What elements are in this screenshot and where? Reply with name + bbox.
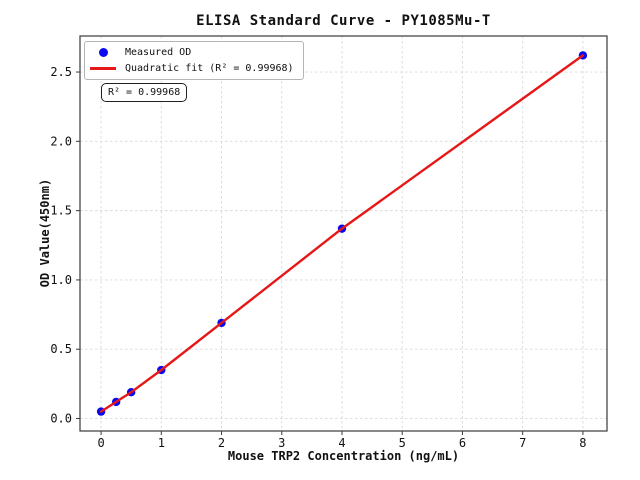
x-tick-label: 5 (399, 436, 406, 450)
x-tick-label: 2 (218, 436, 225, 450)
y-axis-label: OD Value(450nm) (38, 178, 52, 288)
legend-item-quadratic-fit: Quadratic fit (R² = 0.99968) (90, 62, 294, 75)
y-tick-label: 2.5 (50, 65, 72, 79)
x-tick-label: 8 (579, 436, 586, 450)
chart-title: ELISA Standard Curve - PY1085Mu-T (196, 13, 491, 29)
x-tick-label: 1 (158, 436, 165, 450)
y-tick-label: 1.0 (50, 273, 72, 287)
y-tick-label: 1.5 (50, 204, 72, 218)
y-tick-label: 2.0 (50, 134, 72, 148)
y-tick-label: 0.5 (50, 342, 72, 356)
x-tick-label: 6 (459, 436, 466, 450)
x-tick-label: 3 (278, 436, 285, 450)
x-tick-label: 0 (97, 436, 104, 450)
x-tick-label: 4 (338, 436, 345, 450)
legend: Measured OD Quadratic fit (R² = 0.99968) (84, 41, 304, 80)
legend-label-quadratic-fit: Quadratic fit (R² = 0.99968) (125, 63, 294, 74)
r-squared-annotation: R² = 0.99968 (101, 83, 188, 102)
quadratic-fit-line (99, 54, 585, 413)
legend-marker-area (90, 67, 116, 70)
measured-od-dot-icon (98, 48, 108, 57)
legend-label-measured-od: Measured OD (125, 47, 192, 58)
legend-item-measured-od: Measured OD (90, 46, 294, 59)
y-tick-label: 0.0 (50, 412, 72, 426)
plot-frame (79, 35, 608, 432)
legend-marker-area (90, 48, 116, 57)
x-axis-label: Mouse TRP2 Concentration (ng/mL) (227, 449, 460, 463)
quadratic-fit-line-icon (90, 67, 116, 70)
x-tick-label: 7 (519, 436, 526, 450)
